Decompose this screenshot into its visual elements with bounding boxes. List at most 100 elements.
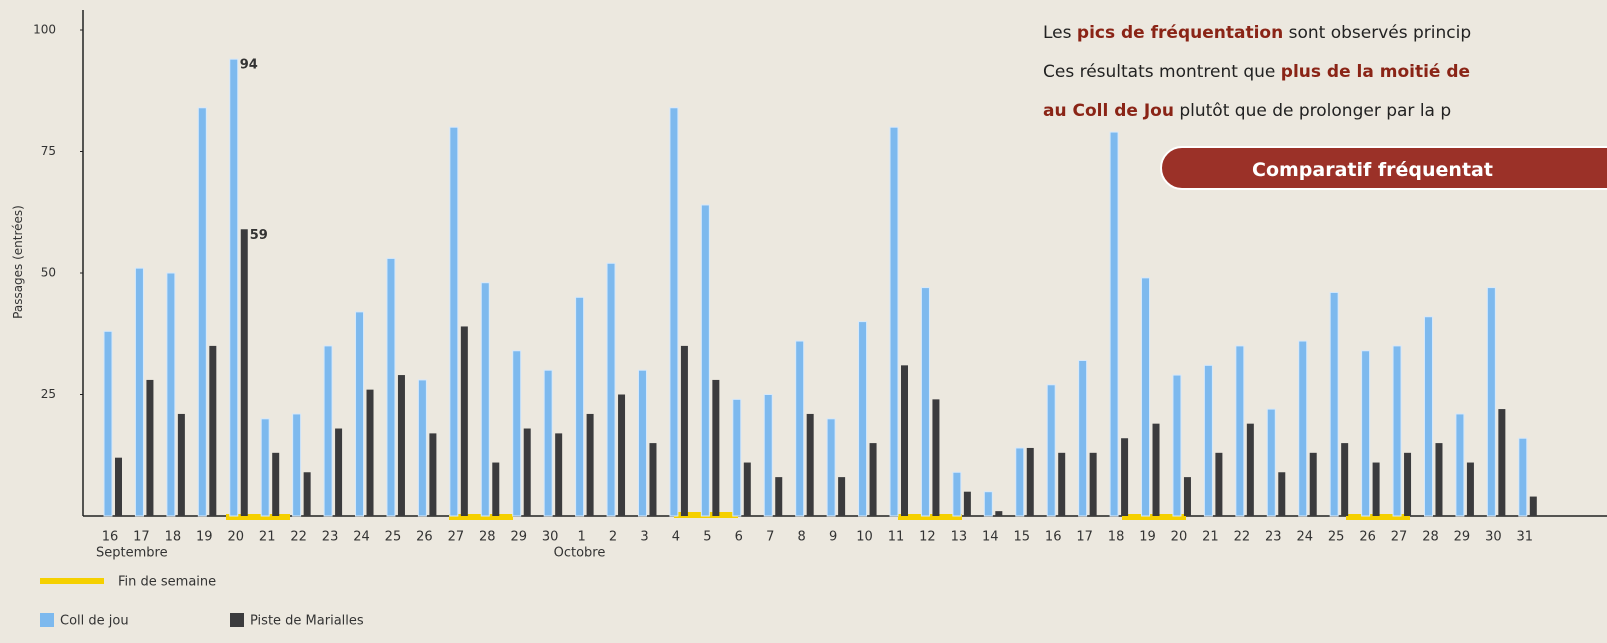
bar [1172,374,1182,517]
bar [1235,345,1245,517]
bar [197,107,207,517]
bar [763,394,773,517]
bar [826,418,836,517]
bar [995,511,1003,516]
bar [963,491,971,516]
weekend-bar [449,514,513,520]
bar [134,267,144,517]
bar [775,477,783,516]
bar [606,262,616,517]
y-tick-label: 100 [33,23,56,37]
bar [983,491,993,517]
bar [272,452,280,516]
bar [523,428,531,516]
bar [1183,477,1191,516]
bar [429,433,437,516]
bar [1246,423,1254,516]
bar [492,462,500,516]
x-tick-label: 18 [165,530,182,545]
y-tick-label: 75 [41,144,56,158]
bar [323,345,333,517]
bar [1466,462,1474,516]
bar [292,413,302,517]
x-tick-label: 24 [353,530,370,545]
x-tick-label: 20 [227,530,244,545]
data-label: 94 [240,58,258,73]
weekend-bar [1346,514,1410,520]
bar [1372,462,1380,516]
legend-label: Piste de Marialles [250,614,364,629]
text: sont observés princip [1283,23,1472,43]
bold-text: plus de la moitié de [1280,62,1471,82]
bar [806,413,814,516]
bar [637,369,647,517]
bar [303,472,311,516]
bar [1341,443,1349,516]
x-tick-label: 13 [951,530,968,545]
bar [1026,447,1034,516]
bar [146,379,154,516]
x-tick-label: 19 [196,530,213,545]
month-label: Septembre [96,546,168,561]
bar [920,287,930,517]
bar [700,204,710,517]
bar [952,471,962,517]
x-tick-label: 2 [609,530,617,545]
bar [869,443,877,516]
bar [649,443,657,516]
y-tick-label: 50 [41,266,56,280]
bar [115,457,122,516]
x-tick-label: 21 [259,530,276,545]
weekend-bar [1122,514,1186,520]
bar [1015,447,1025,517]
x-tick-label: 25 [385,530,402,545]
section-button[interactable]: Comparatif fréquentat [1160,146,1607,190]
bar [1435,443,1443,516]
legend-label: Coll de jou [60,614,129,629]
y-axis-label: Passages (entrées) [11,205,25,319]
x-tick-label: 26 [416,530,433,545]
bar [1152,423,1160,516]
paragraph-line: au Coll de Jou plutôt que de prolonger p… [1043,92,1607,131]
bar [480,282,490,517]
bar [1392,345,1402,517]
x-tick-label: 27 [448,530,465,545]
legend-weekend-swatch [40,578,104,584]
x-tick-label: 23 [1265,530,1282,545]
text-panel: Les pics de fréquentation sont observés … [1043,14,1607,214]
x-tick-label: 14 [982,530,999,545]
month-label: Octobre [554,546,606,561]
bar [858,321,868,517]
bar [575,296,585,517]
x-tick-label: 16 [102,530,119,545]
x-tick-label: 7 [766,530,774,545]
x-tick-label: 10 [856,530,873,545]
paragraph-line: Les pics de fréquentation sont observés … [1043,14,1607,53]
weekend-bar [226,514,290,520]
bar [555,433,563,516]
x-tick-label: 22 [290,530,307,545]
x-tick-label: 11 [888,530,905,545]
x-tick-label: 6 [735,530,743,545]
text: plutôt que de prolonger par la p [1173,101,1452,121]
bar [732,398,742,517]
bar [743,462,751,516]
weekend-bar [898,514,962,520]
x-tick-label: 23 [322,530,339,545]
bar [901,365,908,516]
bar [417,379,427,517]
bar [397,375,405,516]
bar [1361,350,1371,517]
bar [1529,496,1537,516]
bar [1309,452,1317,516]
bar [1423,316,1433,517]
x-tick-label: 9 [829,530,837,545]
bar [838,477,846,516]
bar [1141,277,1151,517]
x-tick-label: 30 [1485,530,1502,545]
bar [229,58,239,517]
bar [1121,438,1129,516]
text: Les [1043,23,1077,43]
x-tick-label: 8 [798,530,806,545]
bar [386,257,396,517]
